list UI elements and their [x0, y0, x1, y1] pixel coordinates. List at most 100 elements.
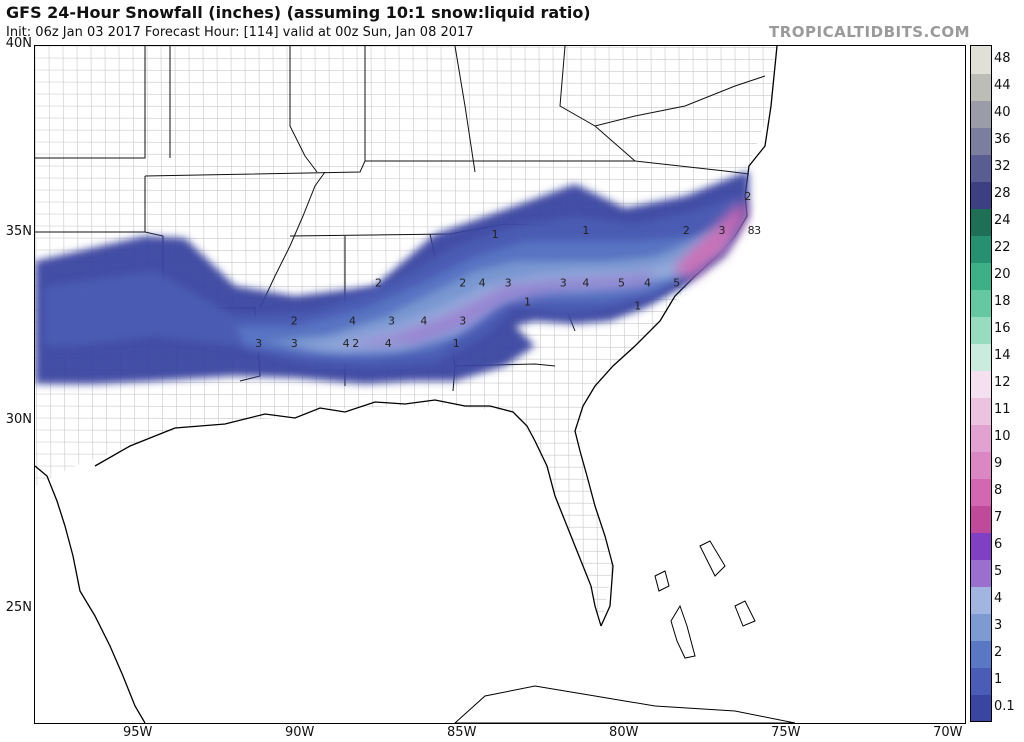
- colorbar-cell: [971, 289, 991, 317]
- contour-label: 5: [618, 277, 625, 290]
- contour-label: 4: [385, 337, 392, 350]
- contour-label: 4: [582, 277, 589, 290]
- contour-label: 3: [459, 314, 466, 327]
- snowfall-band: [35, 171, 749, 384]
- contour-label: 4: [420, 314, 427, 327]
- colorbar-tick: 11: [994, 401, 1011, 417]
- contour-label: 1: [524, 296, 531, 309]
- ocean-mask: [35, 46, 965, 723]
- colorbar-cell: [971, 505, 991, 533]
- colorbar-tick: 22: [994, 239, 1011, 255]
- colorbar-tick: 4: [994, 590, 1003, 606]
- contour-label: 3: [255, 337, 262, 350]
- colorbar-cell: [971, 127, 991, 155]
- colorbar-tick: 48: [994, 50, 1011, 66]
- map-subtitle: Init: 06z Jan 03 2017 Forecast Hour: [11…: [6, 25, 474, 40]
- brand-watermark: TROPICALTIDBITS.COM: [769, 23, 970, 41]
- contour-label: 2: [291, 314, 298, 327]
- colorbar-cell: [971, 235, 991, 263]
- contour-label: 3: [505, 277, 512, 290]
- contour-label: 4: [479, 277, 486, 290]
- colorbar-cell: [971, 73, 991, 101]
- contour-labels: 1 1 1 1 1 2 2 2 2 2 2 3 3 3 3 3 3 3 3 4 4 4 4 4 4 4 5 5 8: [255, 190, 761, 350]
- colorbar-cell: [971, 46, 991, 74]
- snow-band-5in: [335, 271, 655, 346]
- colorbar-cell: [971, 208, 991, 236]
- contour-label: 4: [644, 277, 651, 290]
- snow-band-8in: [675, 201, 747, 278]
- contour-label: 4: [343, 337, 350, 350]
- caribbean-islands: [454, 540, 796, 723]
- colorbar-tick: 32: [994, 158, 1011, 174]
- map-panel: 1 1 1 1 1 2 2 2 2 2 2 3 3 3 3 3 3 3 3 4 4 4 4 4 4 4 5 5 8: [34, 45, 966, 724]
- lat-label: 30N: [5, 412, 32, 428]
- colorbar-tick: 28: [994, 185, 1011, 201]
- colorbar-cell: [971, 532, 991, 560]
- colorbar-tick: 16: [994, 320, 1011, 336]
- colorbar-tick: 5: [994, 563, 1003, 579]
- colorbar-tick: 7: [994, 509, 1003, 525]
- contour-label: 1: [634, 299, 641, 312]
- contour-label: 2: [744, 190, 751, 203]
- colorbar-tick: 36: [994, 131, 1011, 147]
- colorbar-tick: 40: [994, 104, 1011, 120]
- contour-label: 5: [673, 277, 680, 290]
- colorbar-cell: [971, 370, 991, 398]
- contour-label: 2: [459, 277, 466, 290]
- lat-label: 40N: [5, 36, 32, 51]
- map-title: GFS 24-Hour Snowfall (inches) (assuming …: [6, 3, 591, 22]
- colorbar-cell: [971, 667, 991, 695]
- colorbar-cell: [971, 613, 991, 641]
- colorbar-cell: [971, 478, 991, 506]
- lon-label: 90W: [285, 725, 315, 740]
- lon-label: 70W: [933, 725, 963, 740]
- colorbar-tick: 12: [994, 374, 1011, 390]
- colorbar-tick: 0.1: [994, 698, 1015, 714]
- colorbar-cell: [971, 559, 991, 587]
- colorbar-cell: [971, 154, 991, 182]
- colorbar-cell: [971, 181, 991, 209]
- colorbar-tick: 10: [994, 428, 1011, 444]
- contour-label: 4: [349, 314, 356, 327]
- colorbar-tick: 8: [994, 482, 1003, 498]
- contour-label: 1: [453, 337, 460, 350]
- contour-label: 1: [492, 228, 499, 241]
- colorbar-tick: 20: [994, 266, 1011, 282]
- lon-label: 85W: [447, 725, 477, 740]
- colorbar-cell: [971, 343, 991, 371]
- colorbar-cell: [971, 640, 991, 668]
- colorbar-tick: 9: [994, 455, 1003, 471]
- contour-label: 3: [388, 314, 395, 327]
- contour-label: 3: [291, 337, 298, 350]
- colorbar-tick: 1: [994, 671, 1003, 687]
- colorbar-legend: [970, 45, 992, 722]
- snow-band-1in: [45, 196, 740, 368]
- colorbar-tick: 24: [994, 212, 1011, 228]
- contour-label: 2: [683, 224, 690, 237]
- colorbar-cell: [971, 100, 991, 128]
- colorbar-cell: [971, 424, 991, 452]
- contour-label: 1: [582, 224, 589, 237]
- colorbar-cell: [971, 397, 991, 425]
- colorbar-tick: 44: [994, 77, 1011, 93]
- colorbar-cell: [971, 262, 991, 290]
- lon-label: 95W: [122, 725, 153, 740]
- colorbar-tick: 14: [994, 347, 1011, 363]
- lat-label: 25N: [5, 600, 32, 616]
- colorbar-cell: [971, 451, 991, 479]
- colorbar-tick: 18: [994, 293, 1011, 309]
- lat-label: 35N: [5, 224, 32, 240]
- colorbar-tick: 6: [994, 536, 1003, 552]
- colorbar-cell: [971, 586, 991, 614]
- contour-label: 2: [352, 337, 359, 350]
- contour-label: 2: [375, 277, 382, 290]
- lon-label: 80W: [609, 725, 639, 740]
- contour-label: 8: [748, 224, 755, 237]
- lon-label: 75W: [771, 725, 801, 740]
- contour-label: 3: [560, 277, 567, 290]
- contour-label: 3: [718, 224, 725, 237]
- colorbar-tick: 2: [994, 644, 1003, 660]
- colorbar-cell: [971, 316, 991, 344]
- contour-label: 3: [754, 224, 761, 237]
- colorbar-tick: 3: [994, 617, 1003, 633]
